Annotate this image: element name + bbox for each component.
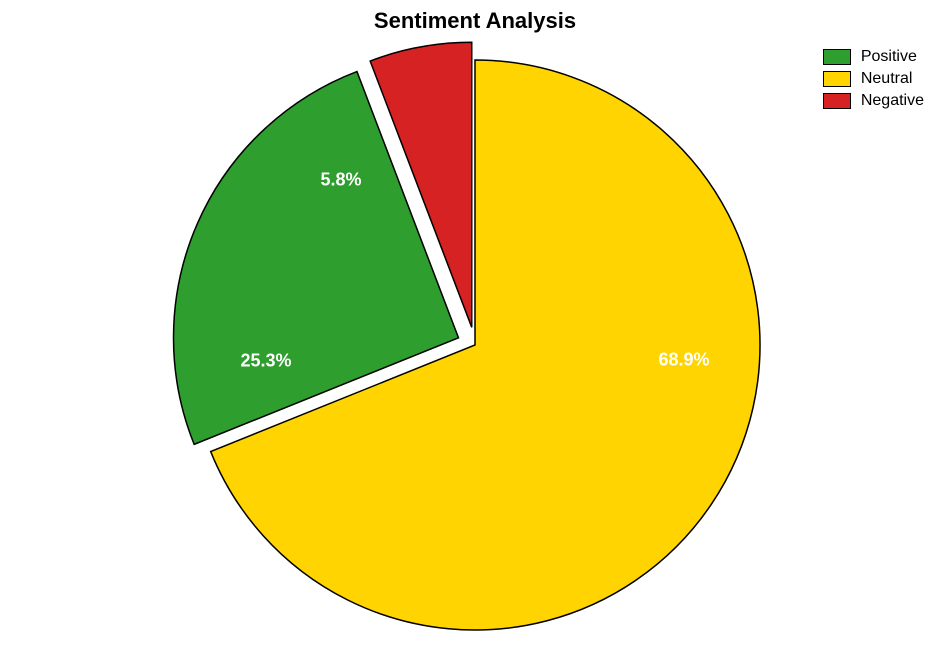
legend-item-positive: Positive [823, 48, 924, 66]
pie-svg [0, 0, 950, 662]
legend-swatch-negative [823, 93, 851, 109]
sentiment-pie-chart: Sentiment Analysis PositiveNeutralNegati… [0, 0, 950, 662]
slice-label-negative: 5.8% [320, 170, 361, 191]
slice-label-neutral: 68.9% [658, 350, 709, 371]
legend-label-neutral: Neutral [861, 70, 913, 88]
legend-label-negative: Negative [861, 92, 924, 110]
legend-swatch-neutral [823, 71, 851, 87]
legend-item-negative: Negative [823, 92, 924, 110]
legend: Positive Neutral Negative [823, 48, 924, 114]
legend-swatch-positive [823, 49, 851, 65]
legend-item-neutral: Neutral [823, 70, 924, 88]
slice-label-positive: 25.3% [240, 351, 291, 372]
legend-label-positive: Positive [861, 48, 917, 66]
